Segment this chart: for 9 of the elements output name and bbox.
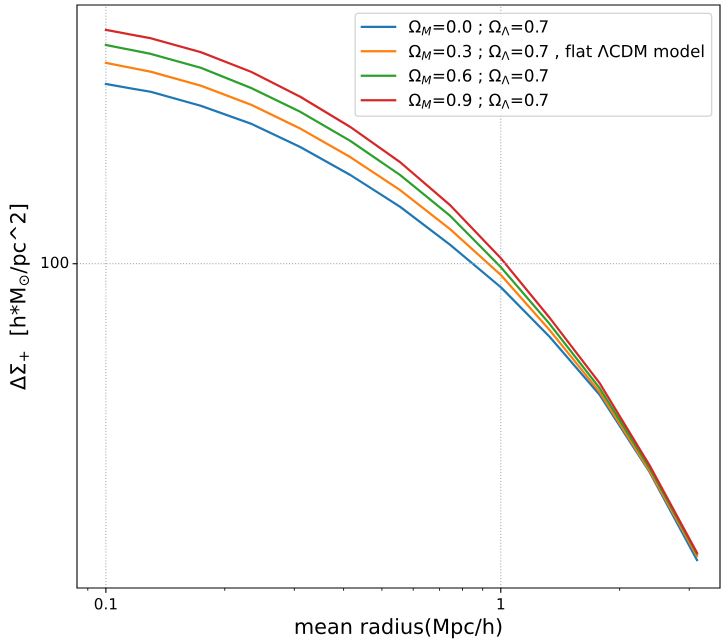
- legend-label: Ω$_{M}$=0.3 ; Ω$_{Λ}$=0.7 , flat ΛCDM model: [409, 44, 704, 60]
- y-axis-title: ΔΣ$_{+}$ [h*M$_{⊙}$/pc^2]: [10, 204, 30, 390]
- legend-label: Ω$_{M}$=0.9 ; Ω$_{Λ}$=0.7: [409, 94, 548, 109]
- x-axis-title: mean radius(Mpc/h): [296, 618, 502, 638]
- text: 100: [42, 256, 68, 268]
- legend-label: Ω$_{M}$=0.6 ; Ω$_{Λ}$=0.7: [409, 69, 548, 84]
- x-tick-label: 0.1: [94, 598, 117, 610]
- legend-label: Ω$_{M}$=0.0 ; Ω$_{Λ}$=0.7: [409, 20, 548, 36]
- x-tick-label: 1: [498, 598, 504, 610]
